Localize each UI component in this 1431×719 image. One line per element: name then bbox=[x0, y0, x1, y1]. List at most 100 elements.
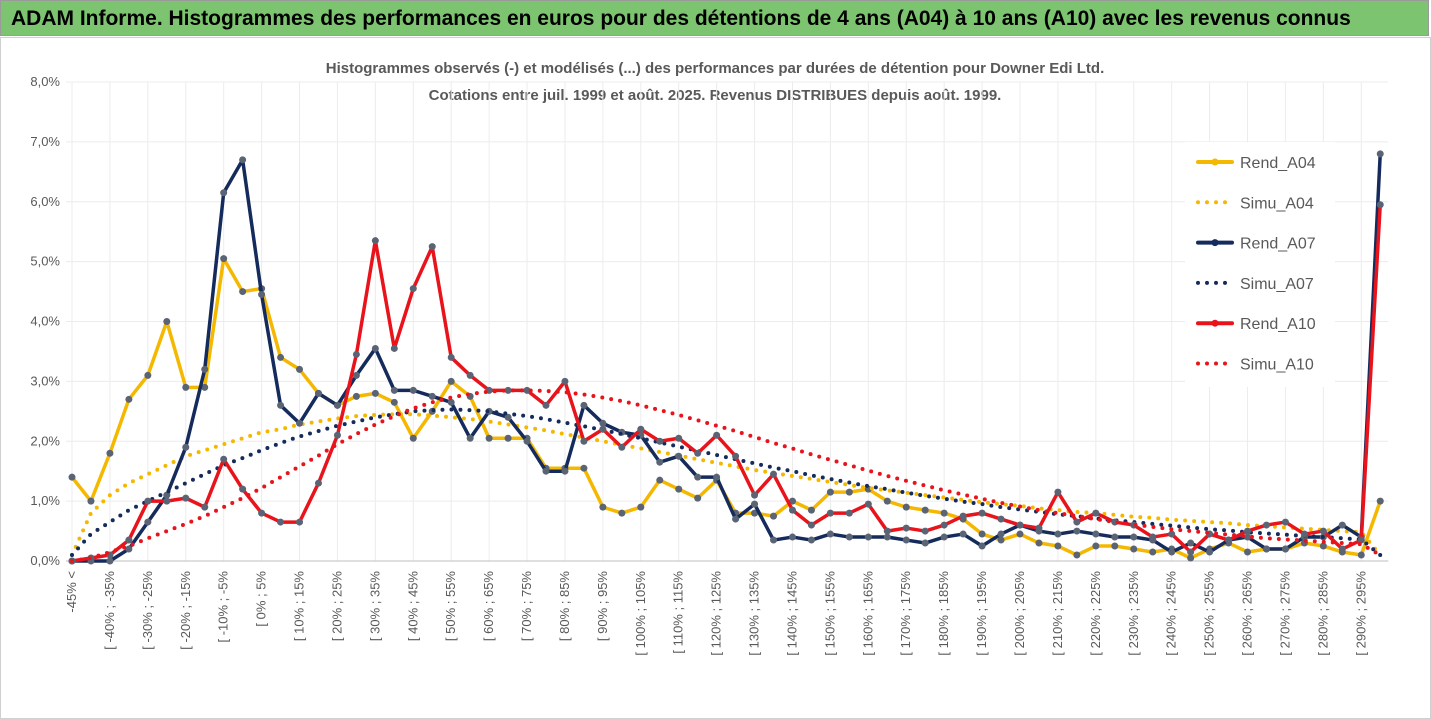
data-point bbox=[68, 473, 76, 481]
x-tick-label: [ 280% ; 285% bbox=[1315, 571, 1330, 656]
x-tick-label: [ 80% ; 85% bbox=[557, 571, 572, 642]
data-point bbox=[466, 434, 474, 442]
y-tick-label: 7,0% bbox=[30, 134, 60, 149]
x-tick-label: [ 70% ; 75% bbox=[519, 571, 534, 642]
data-point bbox=[371, 389, 379, 397]
data-point bbox=[1149, 533, 1157, 541]
data-point bbox=[675, 434, 683, 442]
data-point bbox=[1244, 533, 1252, 541]
legend-marker bbox=[1211, 239, 1219, 247]
data-point bbox=[447, 377, 455, 385]
data-point bbox=[1054, 488, 1062, 496]
data-point bbox=[504, 413, 512, 421]
data-point bbox=[220, 189, 228, 197]
data-point bbox=[921, 527, 929, 535]
data-point bbox=[902, 536, 910, 544]
x-tick-label: [ 50% ; 55% bbox=[443, 571, 458, 642]
data-point bbox=[333, 431, 341, 439]
data-point bbox=[1300, 530, 1308, 538]
data-point bbox=[144, 371, 152, 379]
data-point bbox=[542, 467, 550, 475]
x-tick-label: [ 160% ; 165% bbox=[860, 571, 875, 656]
data-point bbox=[845, 533, 853, 541]
x-tick-label: [ 190% ; 195% bbox=[974, 571, 989, 656]
y-tick-label: 4,0% bbox=[30, 314, 60, 329]
data-point bbox=[1376, 201, 1384, 209]
y-tick-label: 1,0% bbox=[30, 493, 60, 508]
data-point bbox=[447, 398, 455, 406]
legend-label: Rend_A10 bbox=[1240, 316, 1316, 333]
y-tick-label: 3,0% bbox=[30, 373, 60, 388]
data-point bbox=[978, 530, 986, 538]
data-point bbox=[656, 437, 664, 445]
data-point bbox=[864, 533, 872, 541]
data-point bbox=[1111, 533, 1119, 541]
data-point bbox=[1357, 536, 1365, 544]
data-point bbox=[1092, 530, 1100, 538]
x-tick-label: [ 250% ; 255% bbox=[1202, 571, 1217, 656]
legend-label: Simu_A07 bbox=[1240, 276, 1314, 293]
data-point bbox=[959, 530, 967, 538]
data-point bbox=[1073, 527, 1081, 535]
data-point bbox=[428, 243, 436, 251]
legend-label: Simu_A04 bbox=[1240, 195, 1314, 212]
x-tick-label: [ -20% ; -15% bbox=[178, 571, 193, 650]
data-point bbox=[1073, 551, 1081, 559]
data-point bbox=[694, 449, 702, 457]
data-point bbox=[751, 491, 759, 499]
data-point bbox=[1206, 548, 1214, 556]
data-point bbox=[1225, 536, 1233, 544]
data-point bbox=[352, 350, 360, 358]
data-point bbox=[314, 479, 322, 487]
x-tick-label: [ 150% ; 155% bbox=[822, 571, 837, 656]
chart: Histogrammes observés (-) et modélisés (… bbox=[0, 37, 1431, 719]
data-point bbox=[371, 344, 379, 352]
data-point bbox=[1016, 530, 1024, 538]
chart-title: Histogrammes observés (-) et modélisés (… bbox=[326, 60, 1105, 77]
data-point bbox=[1130, 545, 1138, 553]
data-point bbox=[694, 473, 702, 481]
data-point bbox=[296, 365, 304, 373]
data-point bbox=[258, 291, 266, 299]
data-point bbox=[845, 509, 853, 517]
y-tick-label: 8,0% bbox=[30, 74, 60, 89]
data-point bbox=[239, 156, 247, 164]
x-tick-label: [ 260% ; 265% bbox=[1240, 571, 1255, 656]
data-point bbox=[997, 530, 1005, 538]
data-point bbox=[656, 458, 664, 466]
data-point bbox=[390, 398, 398, 406]
data-point bbox=[883, 497, 891, 505]
data-point bbox=[997, 515, 1005, 523]
data-point bbox=[1319, 527, 1327, 535]
data-point bbox=[371, 237, 379, 245]
data-point bbox=[845, 488, 853, 496]
data-point bbox=[1357, 551, 1365, 559]
data-point bbox=[125, 395, 133, 403]
x-tick-label: [ 200% ; 205% bbox=[1012, 571, 1027, 656]
data-point bbox=[902, 524, 910, 532]
data-point bbox=[902, 503, 910, 511]
data-point bbox=[390, 344, 398, 352]
data-point bbox=[1168, 548, 1176, 556]
data-point bbox=[1187, 539, 1195, 547]
data-point bbox=[921, 539, 929, 547]
data-point bbox=[182, 494, 190, 502]
data-point bbox=[1130, 533, 1138, 541]
data-point bbox=[409, 386, 417, 394]
data-point bbox=[1319, 542, 1327, 550]
x-tick-label: [ 180% ; 185% bbox=[936, 571, 951, 656]
data-point bbox=[1338, 545, 1346, 553]
data-point bbox=[125, 545, 133, 553]
data-point bbox=[1054, 542, 1062, 550]
x-tick-label: [ 120% ; 125% bbox=[709, 571, 724, 656]
x-tick-label: [ -10% ; -5% bbox=[216, 571, 231, 643]
data-point bbox=[239, 485, 247, 493]
data-point bbox=[1338, 521, 1346, 529]
x-tick-label: [ 170% ; 175% bbox=[898, 571, 913, 656]
data-point bbox=[580, 464, 588, 472]
data-point bbox=[182, 443, 190, 451]
data-point bbox=[959, 512, 967, 520]
data-point bbox=[125, 536, 133, 544]
data-point bbox=[788, 533, 796, 541]
data-point bbox=[1111, 542, 1119, 550]
